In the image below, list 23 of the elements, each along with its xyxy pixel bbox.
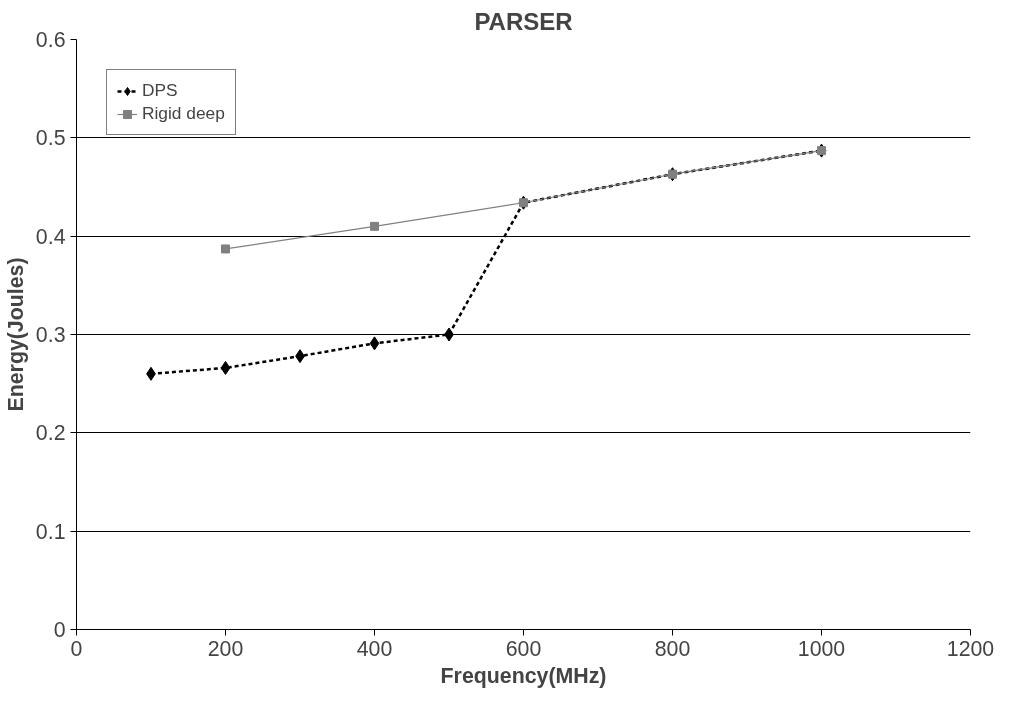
y-tick-label: 0.6 [35,28,66,52]
y-tick-label: 0 [53,618,66,642]
x-tick-label: 1200 [946,636,995,661]
chart-title: PARSER [474,7,573,35]
point [369,336,380,351]
x-tick-label: 800 [654,636,691,661]
x-tick-label: 1000 [797,636,846,661]
point [221,244,230,254]
x-tick-label: 0 [70,636,83,661]
y-axis-title: Energy(Joules) [3,257,28,412]
point [220,360,231,375]
x-axis-title: Frequency(MHz) [440,663,607,688]
point [370,221,379,231]
x-tick-label: 600 [505,636,542,661]
x-tick-label: 400 [356,636,393,661]
x-tick-label: 200 [207,636,244,661]
legend-label: Rigid deep [142,103,225,124]
legend-label: DPS [142,80,178,101]
y-tick-label: 0.4 [35,224,66,249]
y-tick-label: 0.1 [35,519,66,544]
y-tick-label: 0.3 [35,323,66,347]
y-tick-label: 0.5 [35,126,66,151]
y-tick-label: 0.2 [35,421,66,446]
